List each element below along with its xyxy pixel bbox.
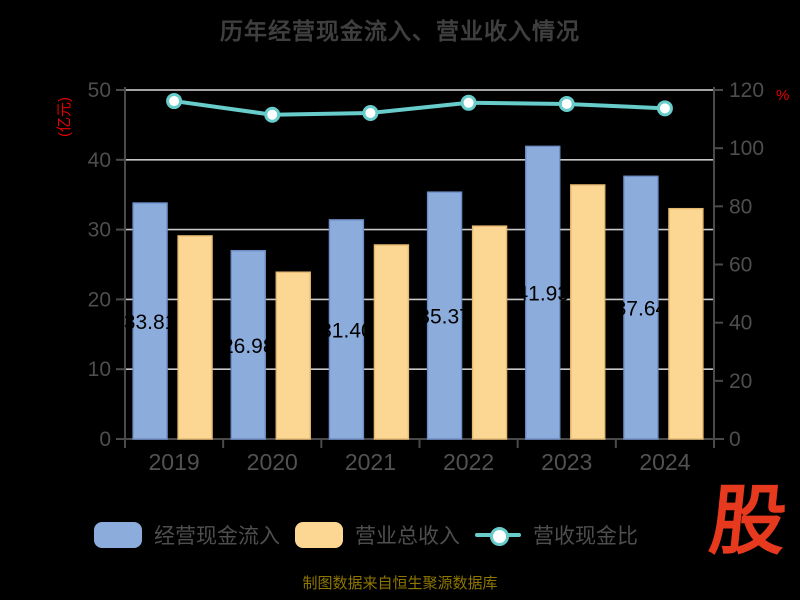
left-axis-unit-label: (亿元)	[56, 97, 73, 137]
left-axis-tick-label: 50	[88, 79, 111, 102]
legend-swatch-blue	[94, 522, 142, 548]
bar-segment	[570, 184, 606, 440]
right-axis-unit-label: %	[776, 87, 790, 104]
legend-item-cash-inflow[interactable]: 经营现金流入	[94, 520, 280, 550]
bar-segment	[177, 235, 213, 440]
stock-watermark-logo: 股	[705, 476, 791, 565]
legend-item-cash-ratio[interactable]: 营收现金比	[475, 520, 638, 550]
right-axis-tick-label: 20	[729, 370, 752, 393]
right-axis-tick-label: 60	[729, 254, 752, 277]
bar-segment	[623, 175, 659, 440]
right-axis-tick-label: 40	[729, 312, 752, 335]
legend-label: 营收现金比	[533, 525, 638, 548]
legend-label: 经营现金流入	[154, 525, 280, 548]
ratio-line	[172, 99, 667, 117]
chart-legend: 经营现金流入 营业总收入 营收现金比	[94, 520, 638, 550]
right-axis-tick-label: 120	[729, 79, 764, 102]
x-axis-label: 2022	[443, 449, 494, 475]
chart-title: 历年经营现金流入、营业收入情况	[220, 18, 580, 44]
x-axis-label: 2020	[247, 449, 298, 475]
ratio-line-marker	[264, 106, 281, 123]
bar-segment	[373, 244, 410, 440]
x-axis-label: 2023	[541, 449, 592, 475]
bar-value-label: 41.93	[516, 283, 569, 306]
bar-segment	[525, 145, 561, 440]
ratio-line-marker	[166, 93, 183, 110]
bar-value-label: 31.40	[320, 319, 373, 342]
bar-value-label: 37.64	[615, 298, 668, 321]
ratio-line-marker	[656, 100, 673, 117]
right-axis-tick-label: 100	[729, 137, 764, 160]
right-axis-tick-label: 0	[729, 428, 741, 451]
legend-line-marker-icon	[475, 522, 521, 548]
ratio-line-marker	[460, 94, 477, 111]
bar-segment	[328, 219, 365, 440]
left-axis-tick-label: 30	[88, 219, 111, 242]
bar-value-label: 26.98	[222, 335, 275, 358]
bar-segment	[230, 249, 266, 440]
left-axis-tick-label: 20	[88, 288, 111, 311]
ratio-line-marker	[362, 104, 379, 121]
bar-segment	[275, 271, 311, 440]
bar-value-label: 33.81	[124, 311, 177, 334]
x-axis-label: 2019	[148, 449, 199, 475]
chart-canvas: 0 10 20 30 40 50 0 20 40 60 80 100 120 2019 2020 2021 20…	[88, 79, 764, 475]
left-axis-tick-label: 0	[99, 428, 111, 451]
bar-segment	[668, 207, 704, 440]
ratio-line-marker	[558, 95, 575, 112]
data-source-note: 制图数据来自恒生聚源数据库	[302, 575, 498, 592]
bar-segment	[426, 191, 463, 440]
legend-swatch-yellow	[295, 522, 343, 548]
x-axis-label: 2024	[639, 449, 690, 475]
bar-value-label: 35.37	[418, 306, 471, 329]
legend-item-total-revenue[interactable]: 营业总收入	[295, 520, 460, 550]
x-axis-label: 2021	[345, 449, 396, 475]
legend-label: 营业总收入	[355, 525, 460, 548]
left-axis-tick-label: 40	[88, 149, 111, 172]
bar-segment	[471, 225, 508, 440]
right-axis-tick-label: 80	[729, 195, 752, 218]
bar-segment	[132, 202, 168, 440]
left-axis-tick-label: 10	[88, 358, 111, 381]
